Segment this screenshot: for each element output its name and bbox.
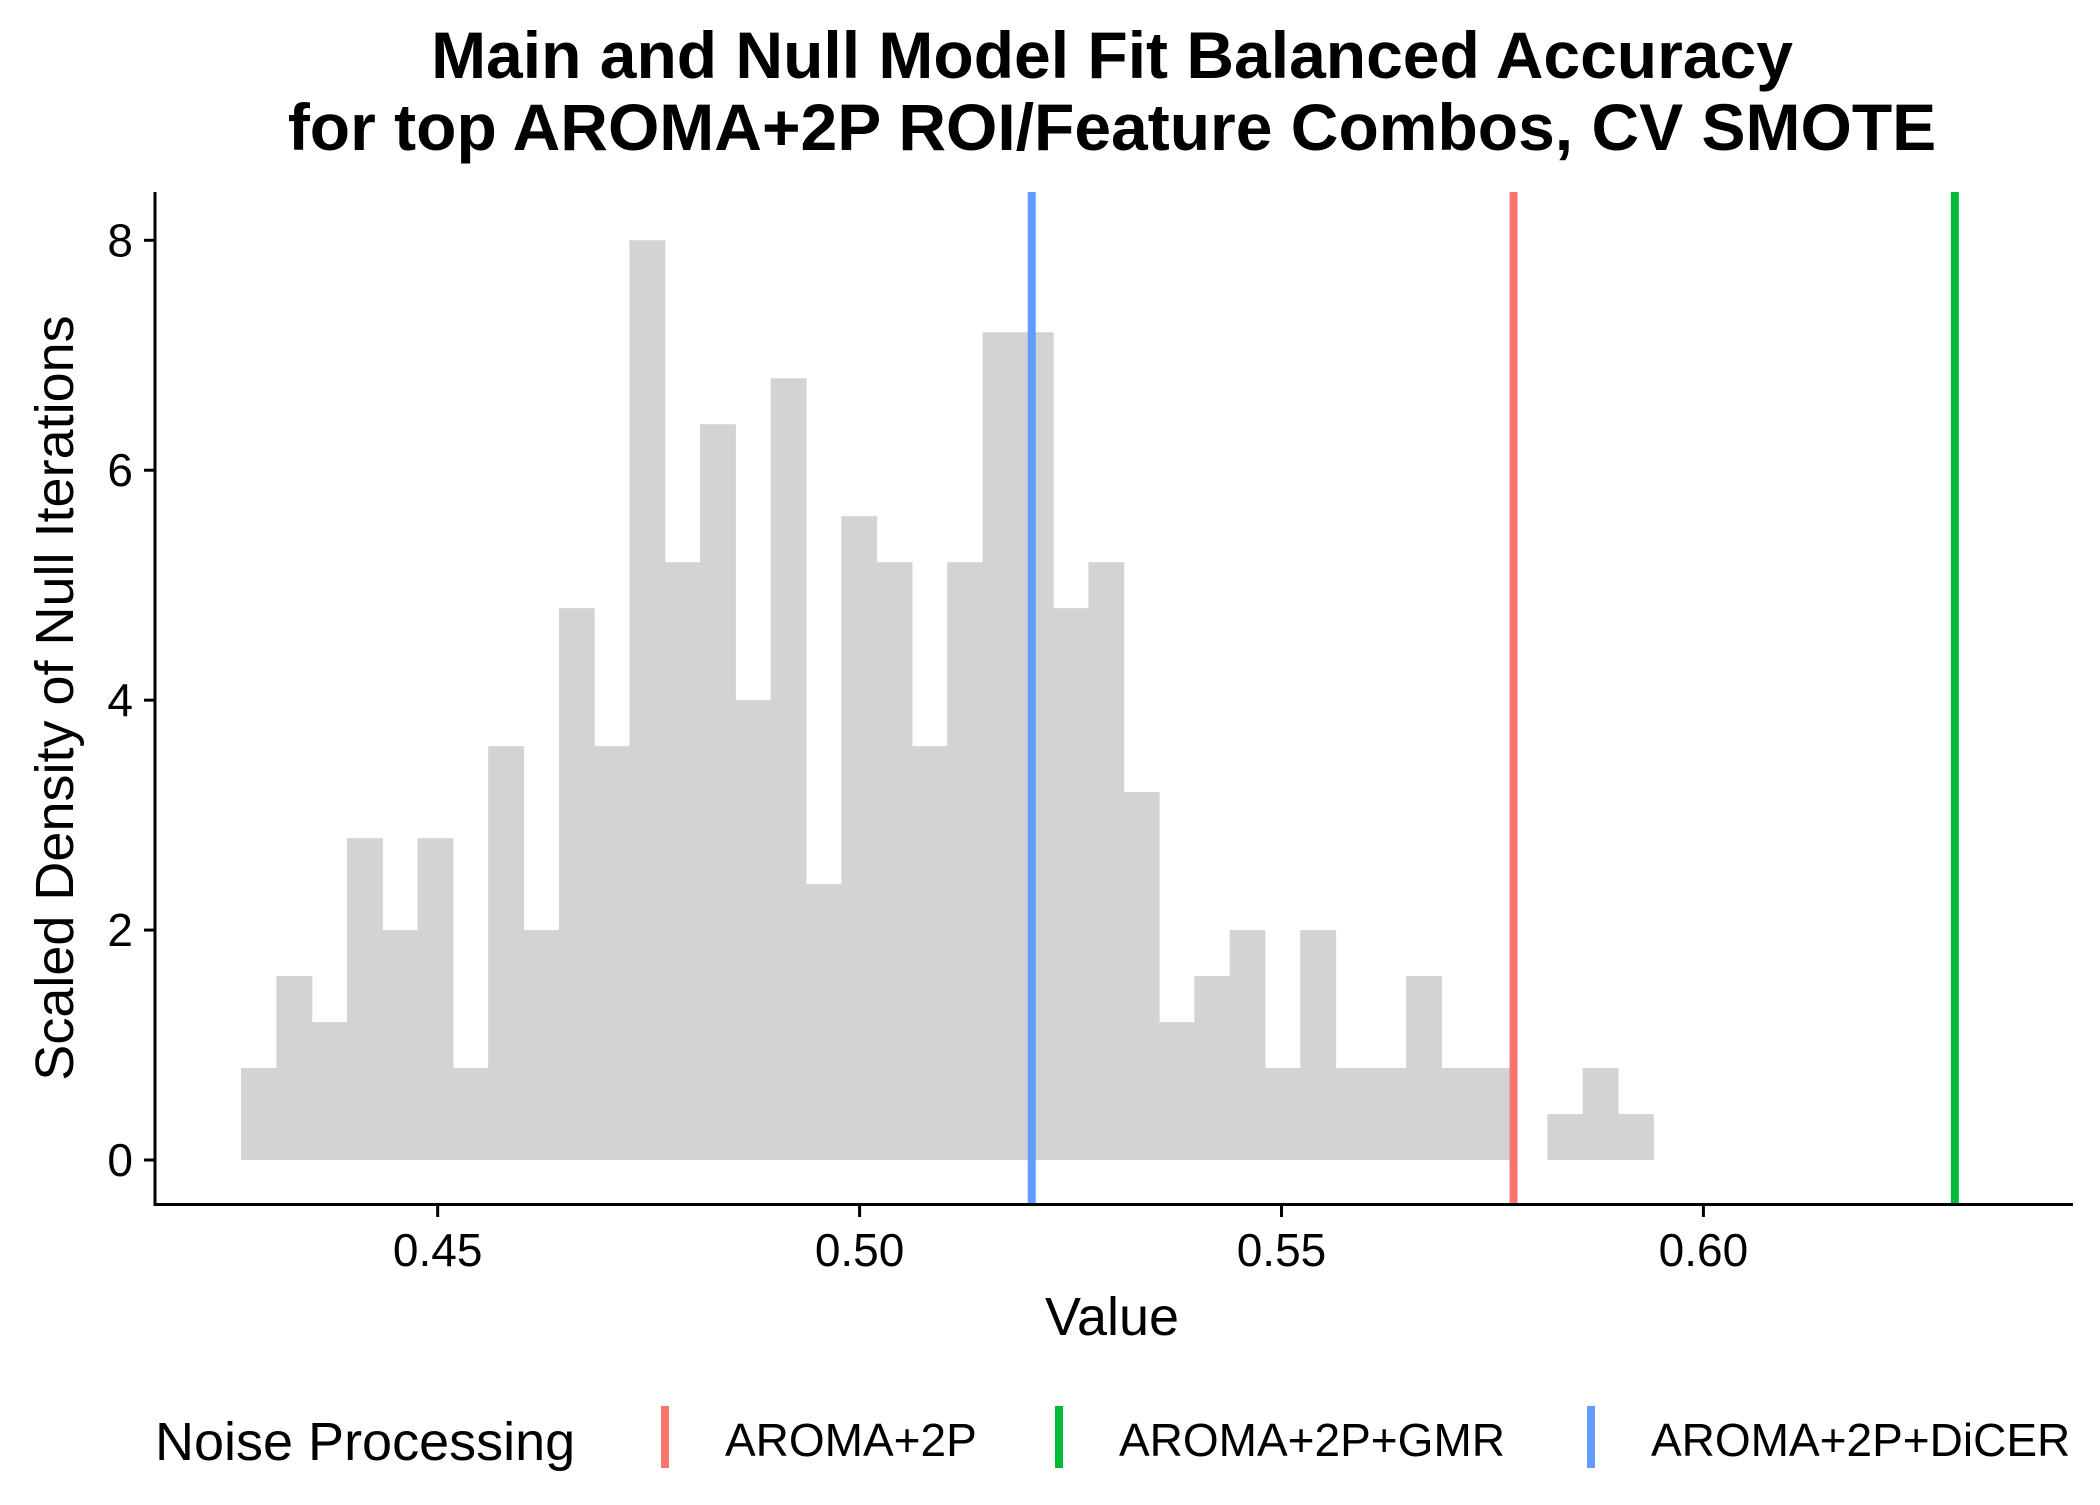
histogram-bar — [1229, 930, 1266, 1161]
legend-label: AROMA+2P — [725, 1414, 977, 1466]
histogram-bar — [1123, 792, 1160, 1161]
histogram-bar — [664, 562, 701, 1161]
histogram-bar — [1159, 1022, 1195, 1161]
histogram-bar — [876, 562, 913, 1161]
histogram-bars — [241, 240, 1654, 1161]
x-tick-label: 0.60 — [1659, 1224, 1749, 1276]
histogram-bar — [1335, 1068, 1372, 1161]
reference-lines — [1027, 192, 1959, 1206]
y-tick-label: 6 — [107, 444, 133, 496]
histogram-bar — [382, 930, 419, 1161]
chart-title: Main and Null Model Fit Balanced Accurac… — [288, 18, 1936, 164]
histogram-bar — [488, 746, 525, 1161]
chart-title-line-2: for top AROMA+2P ROI/Feature Combos, CV … — [288, 90, 1936, 164]
x-tick-label: 0.45 — [393, 1224, 483, 1276]
histogram-bar — [1582, 1068, 1619, 1161]
histogram-bar — [276, 976, 313, 1161]
histogram-bar — [1406, 976, 1443, 1161]
legend-label: AROMA+2P+DiCER — [1651, 1414, 2070, 1466]
legend: Noise Processing AROMA+2P AROMA+2P+GMR ARO… — [155, 1406, 2070, 1472]
histogram-bar — [417, 838, 454, 1161]
histogram-bar — [1547, 1114, 1584, 1161]
histogram-bar — [1088, 562, 1125, 1161]
histogram-bar — [1370, 1068, 1407, 1161]
histogram-bar — [841, 516, 878, 1161]
histogram-bar — [1476, 1068, 1513, 1161]
histogram-bar — [523, 930, 560, 1161]
histogram-bar — [770, 378, 807, 1161]
histogram-bar — [452, 1068, 489, 1161]
x-axis-title: Value — [1045, 1287, 1179, 1347]
histogram-bar — [1194, 976, 1231, 1161]
histogram-bar — [947, 562, 984, 1161]
histogram-bar — [982, 332, 1019, 1161]
histogram-bar — [558, 608, 595, 1161]
chart-title-line-1: Main and Null Model Fit Balanced Accurac… — [431, 18, 1793, 92]
y-tick-label: 4 — [107, 674, 133, 726]
histogram-bar — [346, 838, 383, 1161]
x-axis-ticks: 0.45 0.50 0.55 0.60 — [393, 1205, 1748, 1276]
legend-title: Noise Processing — [155, 1412, 575, 1472]
histogram-bar — [594, 746, 631, 1161]
y-tick-label: 2 — [107, 904, 133, 956]
x-tick-label: 0.50 — [815, 1224, 905, 1276]
y-tick-label: 8 — [107, 214, 133, 266]
histogram-bar — [911, 746, 948, 1161]
histogram-bar — [1617, 1114, 1654, 1161]
y-axis-title: Scaled Density of Null Iterations — [25, 315, 85, 1080]
y-tick-label: 0 — [107, 1134, 133, 1186]
histogram-bar — [1264, 1068, 1301, 1161]
histogram-bar — [700, 424, 736, 1161]
legend-items: AROMA+2P AROMA+2P+GMR AROMA+2P+DiCER — [661, 1406, 2070, 1468]
histogram-bar — [1300, 930, 1337, 1161]
histogram-bar — [629, 240, 666, 1161]
histogram-bar — [311, 1022, 348, 1161]
y-axis-ticks: 0 2 4 6 8 — [107, 214, 155, 1186]
x-tick-label: 0.55 — [1237, 1224, 1327, 1276]
histogram-bar — [735, 700, 772, 1161]
histogram-bar — [1441, 1068, 1478, 1161]
histogram-bar — [1053, 608, 1089, 1161]
histogram-bar — [1017, 332, 1054, 1161]
legend-label: AROMA+2P+GMR — [1119, 1414, 1505, 1466]
histogram-bar — [805, 884, 842, 1161]
histogram-bar — [241, 1068, 277, 1161]
